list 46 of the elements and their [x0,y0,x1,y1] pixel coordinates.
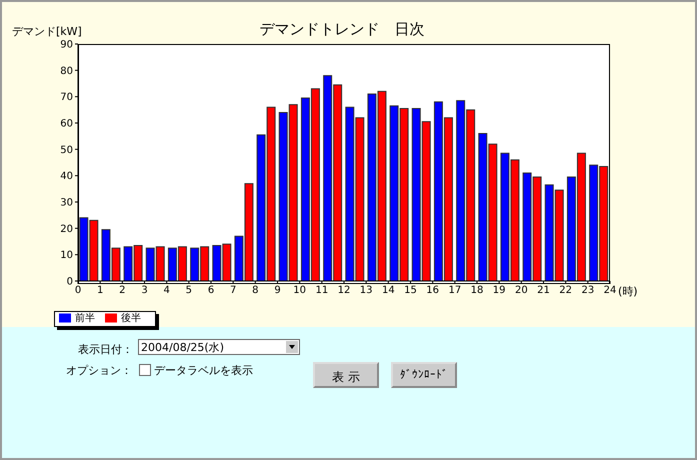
x-tick-label: 9 [274,285,281,296]
y-tick-label: 10 [60,250,73,262]
x-tick-label: 4 [163,285,170,296]
x-tick-label: 20 [514,285,528,296]
x-tick-label: 1 [96,285,104,296]
y-tick-label: 80 [60,66,73,77]
y-tick-label: 30 [60,198,73,209]
legend-label: 前半 [75,313,95,324]
x-tick-label: 0 [74,285,82,296]
x-tick-label: 23 [581,285,594,296]
x-tick-label: 22 [559,285,572,296]
x-tick-label: 10 [293,285,306,296]
x-tick-label: 2 [119,285,126,296]
text: オプション： [66,363,132,378]
x-tick-label: 3 [141,285,148,296]
y-tick-label: 90 [60,40,73,51]
x-tick-label: 19 [492,285,506,296]
x-tick-label: 17 [448,285,462,296]
y-tick-label: 40 [60,171,73,182]
text: 表示日付： [78,342,133,357]
y-tick-label: 60 [60,118,73,130]
x-tick-label: 8 [252,285,259,296]
text: 表 示 [313,362,379,388]
y-tick-label: 70 [60,92,73,104]
x-tick-label: 21 [537,285,550,296]
x-tick-label: 12 [338,285,350,296]
text: 2004/08/25(水) [138,339,300,355]
y-tick-label: 0 [66,276,73,288]
x-axis-title: (時) [618,284,638,299]
x-tick-label: 7 [230,285,236,296]
y-tick-label: 20 [60,224,73,235]
x-tick-label: 11 [315,285,328,296]
x-tick-label: 13 [360,285,373,296]
text: データラベルを表示 [154,363,253,378]
x-tick-label: 14 [382,285,395,296]
x-tick-label: 15 [404,285,417,296]
legend-label: 後半 [121,313,141,324]
text: ﾀﾞｳﾝﾛｰﾄﾞ [391,362,457,388]
x-tick-label: 24 [604,285,616,296]
x-tick-label: 6 [208,285,214,296]
x-tick-label: 5 [186,285,192,296]
x-tick-label: 18 [470,285,484,296]
x-tick-label: 16 [426,285,440,296]
y-tick-label: 50 [60,144,73,156]
chart-title: デマンドトレンド 日次 [260,20,424,38]
y-axis-title: デマンド[kW] [12,24,82,39]
